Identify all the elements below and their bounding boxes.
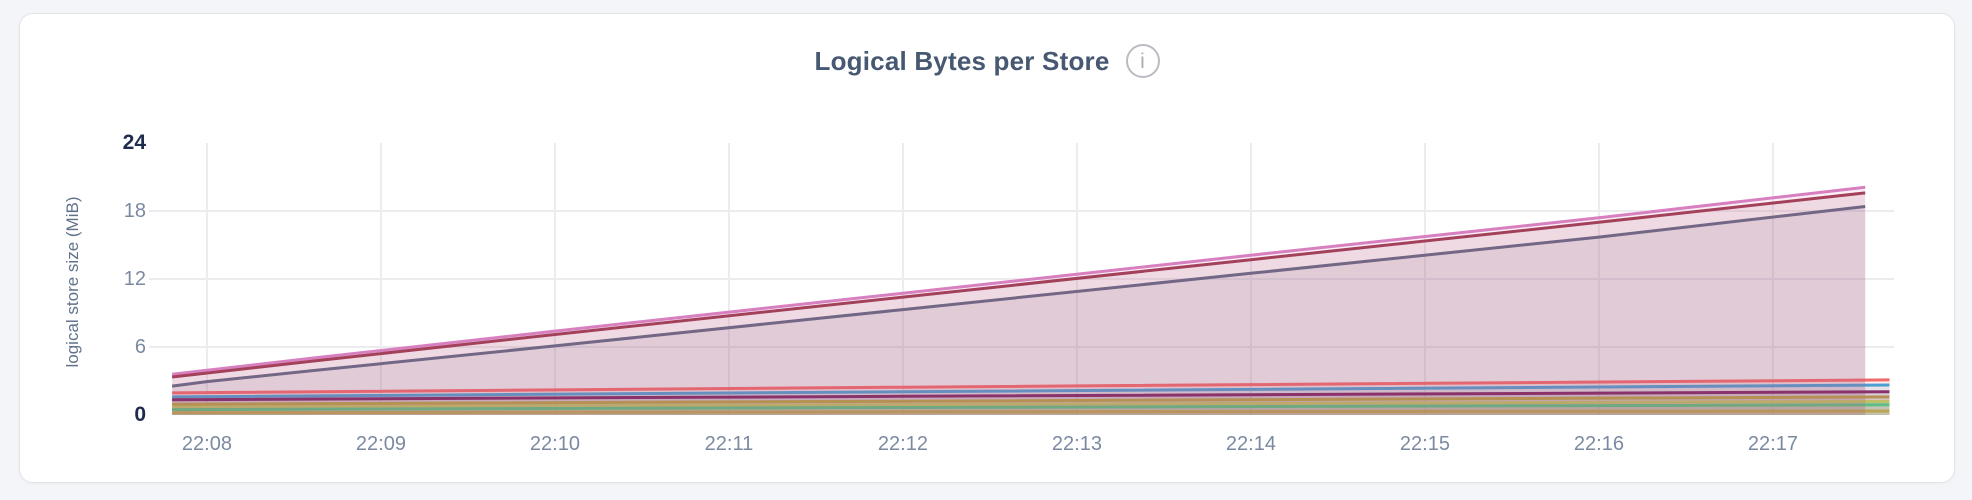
series-area-store-9 [172, 192, 1866, 415]
series-line-store-1 [171, 205, 1866, 388]
series-line-store-6 [172, 403, 1890, 412]
x-tick-label: 22:08 [181, 433, 232, 455]
series-line-store-2 [172, 409, 1890, 415]
series-line-store-7 [171, 185, 1866, 376]
x-tick-label: 22:13 [1051, 433, 1102, 455]
x-tick-label: 22:14 [1225, 433, 1276, 455]
chart-plot-area[interactable] [149, 143, 1894, 415]
x-tick-label: 22:12 [877, 433, 928, 455]
chart-card: Logical Bytes per Store i logical store … [19, 13, 1955, 483]
y-tick-label: 6 [134, 336, 146, 358]
x-tick-label: 22:11 [704, 433, 754, 455]
x-tick-label: 22:17 [1747, 433, 1798, 455]
chart-header: Logical Bytes per Store i [20, 44, 1954, 78]
series-line-store-4 [172, 383, 1890, 399]
info-icon[interactable]: i [1125, 44, 1160, 78]
y-tick-label: 18 [123, 200, 146, 222]
series-area-store-10 [172, 396, 1890, 415]
series-area-store-7 [172, 187, 1866, 415]
x-tick-label: 22:15 [1399, 433, 1450, 455]
y-tick-label: 0 [134, 403, 146, 426]
series-line-store-5 [172, 399, 1890, 409]
y-tick-label: 24 [122, 131, 146, 154]
x-tick-label: 22:10 [529, 433, 580, 455]
y-tick-label: 12 [123, 268, 146, 290]
series-area-store-1 [172, 206, 1866, 415]
series-line-store-8 [172, 390, 1890, 402]
series-line-store-3 [172, 378, 1890, 395]
series-line-store-9 [171, 191, 1866, 379]
x-tick-label: 22:16 [1573, 433, 1624, 455]
chart-title: Logical Bytes per Store [814, 45, 1110, 76]
series-line-store-10 [172, 395, 1890, 406]
x-tick-label: 22:09 [355, 433, 406, 455]
